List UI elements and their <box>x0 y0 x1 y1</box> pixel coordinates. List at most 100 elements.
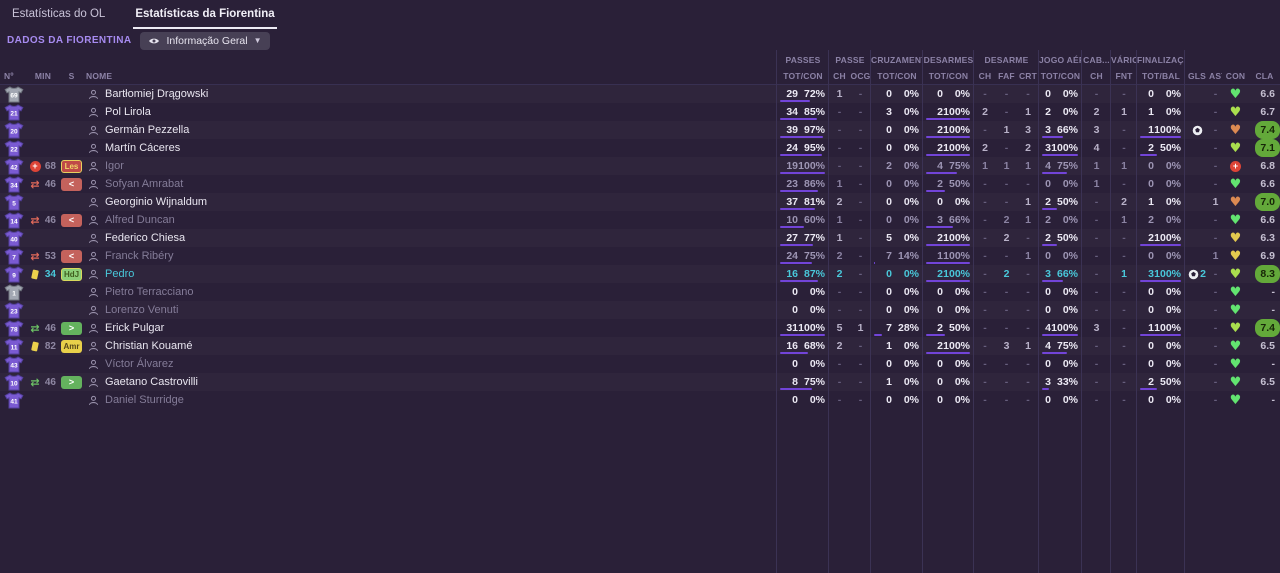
player-name[interactable]: Sofyan Amrabat <box>105 178 184 190</box>
col-header-desarme-faf[interactable]: FAF <box>998 71 1015 81</box>
col-header-con[interactable]: CON <box>1225 71 1246 81</box>
player-row[interactable]: 14 ⇄ 46 < Alfred Duncan 10 60% 1-0 0% 3 66% -2 1 2 0%… <box>0 211 1280 229</box>
col-header-ast[interactable]: AST <box>1209 71 1222 81</box>
col-group-cabeceamento[interactable]: CAB... <box>1083 55 1110 65</box>
player-row[interactable]: 22 Martín Cáceres 24 95% - -0 0% 2 100% 2-2 3 100%… <box>0 139 1280 157</box>
player-name[interactable]: Víctor Álvarez <box>105 358 174 370</box>
col-header-s[interactable]: S <box>68 71 75 81</box>
view-dropdown[interactable]: Informação Geral ▼ <box>140 31 270 50</box>
player-name-cell[interactable]: Pietro Terracciano <box>101 283 777 301</box>
player-row[interactable]: 43 Víctor Álvarez 0 0% - -0 0% 0 0% - - -0 0% - -0 0% -… <box>0 355 1280 373</box>
player-name-cell[interactable]: Alfred Duncan <box>101 211 777 229</box>
player-name[interactable]: Igor <box>105 160 124 172</box>
player-name-cell[interactable]: Igor <box>101 157 777 175</box>
player-row[interactable]: 7 ⇄ 53 < Franck Ribéry 24 75% 2-7 14% 1 100% - -1 0 0… <box>0 247 1280 265</box>
tab-estatisticas-ol[interactable]: Estatísticas do OL <box>12 8 106 20</box>
stat-desarme-ch: - <box>983 268 987 280</box>
player-row[interactable]: 40 Federico Chiesa 27 77% 1-5 0% 2 100% -2-2 50%… <box>0 229 1280 247</box>
player-name[interactable]: Alfred Duncan <box>105 214 175 226</box>
player-name-cell[interactable]: Daniel Sturridge <box>101 391 777 409</box>
player-row[interactable]: 69 Bartłomiej Drągowski 29 72% 1 - 0 0% 0 0% - - - 0… <box>0 85 1280 103</box>
player-name-cell[interactable]: Lorenzo Venuti <box>101 301 777 319</box>
player-name-cell[interactable]: Bartłomiej Drągowski <box>101 85 777 103</box>
player-row[interactable]: 5 Georginio Wijnaldum 37 81% 2 - 0 0% 0 0% - - 1 2 50… <box>0 193 1280 211</box>
stat-gls: 2 <box>1185 265 1209 283</box>
player-row[interactable]: 41 Daniel Sturridge 0 0% - -0 0% 0 0% - - -0 0% - -0 0… <box>0 391 1280 409</box>
col-header-passe-ocg[interactable]: OCG <box>850 71 871 81</box>
col-header-passes-totcon[interactable]: TOT/CON <box>783 71 823 81</box>
player-row[interactable]: 34 ⇄ 46 < Sofyan Amrabat 23 86% 1-0 0% 2 50% - - -0 0… <box>0 175 1280 193</box>
player-row[interactable]: 78 ⇄ 46 > Erick Pulgar 31 100% 5 1 7 28% 2 50% - - -4 1… <box>0 319 1280 337</box>
player-name-cell[interactable]: Georginio Wijnaldum <box>101 193 777 211</box>
player-name[interactable]: Bartłomiej Drągowski <box>105 88 209 100</box>
player-name-cell[interactable]: Erick Pulgar <box>101 319 777 337</box>
col-group-passes[interactable]: PASSES <box>785 55 821 65</box>
col-group-varios[interactable]: VÁRIOS <box>1111 55 1137 65</box>
col-group-desarme[interactable]: DESARME <box>984 55 1029 65</box>
player-row[interactable]: 1 Pietro Terracciano 0 0% - -0 0% 0 0% - - -0 0% - -0… <box>0 283 1280 301</box>
col-header-gls[interactable]: GLS <box>1187 71 1207 81</box>
col-header-numero[interactable]: Nº <box>4 71 14 81</box>
col-group-passe[interactable]: PASSE <box>835 55 865 65</box>
col-group-cruzamentos[interactable]: CRUZAMENTOS <box>871 55 923 65</box>
player-name-cell[interactable]: Sofyan Amrabat <box>101 175 777 193</box>
player-name[interactable]: Gaetano Castrovilli <box>105 376 198 388</box>
player-row[interactable]: 21 Pol Lirola 34 85% - -3 0% 2 100% 2-1 2 0% 2 1 1 0% -… <box>0 103 1280 121</box>
player-name[interactable]: Pol Lirola <box>105 106 151 118</box>
stat-ast: - <box>1213 178 1218 190</box>
col-header-cab-ch[interactable]: CH <box>1090 71 1103 81</box>
player-name[interactable]: Pedro <box>105 268 135 280</box>
col-header-passe-ch[interactable]: CH <box>833 71 846 81</box>
player-name-cell[interactable]: Gaetano Castrovilli <box>101 373 777 391</box>
player-row[interactable]: 10 ⇄ 46 > Gaetano Castrovilli 8 75% - -1 0% 0 0% - -… <box>0 373 1280 391</box>
player-name[interactable]: Georginio Wijnaldum <box>105 196 208 208</box>
player-name[interactable]: Pietro Terracciano <box>105 286 194 298</box>
col-header-desarme-crt[interactable]: CRT <box>1018 71 1038 81</box>
col-header-varios-fnt[interactable]: FNT <box>1115 71 1133 81</box>
stat-desarmes-totcon: 0 0% <box>937 88 970 100</box>
player-name-cell[interactable]: Víctor Álvarez <box>101 355 777 373</box>
condition-heart-icon: ♥ <box>1229 212 1242 228</box>
player-name[interactable]: Franck Ribéry <box>105 250 174 262</box>
col-header-fin-totbal[interactable]: TOT/BAL <box>1141 71 1181 81</box>
col-header-desarmes-totcon[interactable]: TOT/CON <box>928 71 969 81</box>
match-rating: - <box>1271 304 1276 316</box>
player-row[interactable]: 11 82 Amr Christian Kouamé 16 68% 2-1 0% 2 100% -… <box>0 337 1280 355</box>
player-name-cell[interactable]: Christian Kouamé <box>101 337 777 355</box>
player-name[interactable]: Lorenzo Venuti <box>105 304 179 316</box>
tab-estatisticas-fiorentina[interactable]: Estatísticas da Fiorentina <box>133 2 277 29</box>
col-header-jogo-totcon[interactable]: TOT/CON <box>1040 71 1081 81</box>
stat-desarme-crt: 1 <box>1025 250 1031 262</box>
player-row[interactable]: 9 34 HdJ Pedro 16 87% 2-0 0% 2 100% -2-3 66% -1 3 100… <box>0 265 1280 283</box>
player-name-cell[interactable]: Martín Cáceres <box>101 139 777 157</box>
condition-heart-icon: ♥ <box>1229 230 1242 246</box>
player-name-cell[interactable]: Federico Chiesa <box>101 229 777 247</box>
player-row[interactable]: 42 +68 Les Igor 19 100% - -2 0% 4 75% 1 1 1 4 75% 1 1 0 0%… <box>0 157 1280 175</box>
player-name-cell[interactable]: Franck Ribéry <box>101 247 777 265</box>
stat-desarmes-totcon: 2 100% <box>923 229 974 247</box>
player-name-cell[interactable]: Pol Lirola <box>101 103 777 121</box>
player-name[interactable]: Federico Chiesa <box>105 232 186 244</box>
col-group-jogo-aereo[interactable]: JOGO AÉREO <box>1039 55 1082 65</box>
col-group-desarmes[interactable]: DESARMES <box>923 55 974 65</box>
col-header-min[interactable]: MIN <box>34 71 52 81</box>
col-group-finalizacao[interactable]: FINALIZAÇÃO <box>1137 55 1185 65</box>
player-head <box>85 85 101 103</box>
player-name[interactable]: Germán Pezzella <box>105 124 190 136</box>
player-name[interactable]: Erick Pulgar <box>105 322 165 334</box>
player-name-cell[interactable]: Pedro <box>101 265 777 283</box>
stat-varios-fnt: - <box>1122 340 1126 352</box>
player-row[interactable]: 20 Germán Pezzella 39 97% - -0 0% 2 100% -1 3 3 66%… <box>0 121 1280 139</box>
completion-bar <box>780 118 818 120</box>
player-row[interactable]: 23 Lorenzo Venuti 0 0% - -0 0% 0 0% - - -0 0% - -0 0% -… <box>0 301 1280 319</box>
player-name[interactable]: Christian Kouamé <box>105 340 193 352</box>
stat-desarme-ch: - <box>983 250 987 262</box>
match-rating: 7.4 <box>1255 121 1280 139</box>
player-name[interactable]: Martín Cáceres <box>105 142 181 154</box>
player-name[interactable]: Daniel Sturridge <box>105 394 184 406</box>
col-header-nome[interactable]: NOME <box>86 71 113 81</box>
col-header-cruz-totcon[interactable]: TOT/CON <box>877 71 917 81</box>
col-header-desarme-ch[interactable]: CH <box>978 71 992 81</box>
col-header-cla[interactable]: CLA <box>1255 71 1274 81</box>
player-name-cell[interactable]: Germán Pezzella <box>101 121 777 139</box>
